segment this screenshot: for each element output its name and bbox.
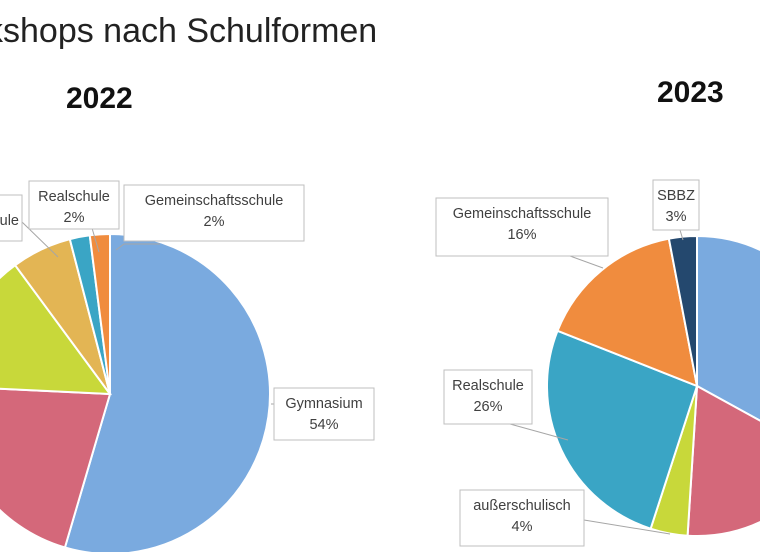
chart-title-2022: 2022: [66, 82, 133, 115]
pie-chart-2022: [0, 232, 271, 552]
pie-chart-2023: [546, 234, 760, 537]
pie-slice: [667, 234, 698, 387]
data-label-category: Realschule: [38, 189, 110, 205]
pie-slice: [0, 263, 113, 396]
data-label: ule: [0, 194, 59, 258]
leader-line: [21, 221, 59, 258]
label-box: [0, 194, 23, 242]
label-box: [443, 369, 533, 425]
data-label-value: 26%: [473, 399, 502, 415]
data-label-category: außerschulisch: [473, 498, 571, 514]
pie-slice: [63, 232, 271, 552]
data-label-category: ule: [0, 213, 19, 229]
pie-slice: [88, 232, 111, 395]
data-label: Gymnasium 54%: [271, 387, 375, 441]
data-label-value: 3%: [666, 209, 687, 225]
data-label-category: Gymnasium: [285, 396, 362, 412]
label-box: [123, 184, 305, 242]
label-box: [28, 180, 120, 230]
leader-line: [115, 243, 160, 251]
data-label: Gemeinschaftsschule 16%: [435, 197, 609, 269]
data-label: außerschulisch 4%: [459, 489, 671, 547]
leader-line: [91, 227, 100, 253]
leader-line: [509, 423, 569, 441]
pie-slice: [686, 384, 760, 537]
data-label: Gemeinschaftsschule 2%: [115, 184, 305, 251]
leader-line: [583, 519, 671, 535]
data-label: SBBZ 3%: [652, 179, 700, 241]
leader-line: [569, 255, 604, 269]
pie-slice: [546, 329, 699, 530]
data-label-category: Gemeinschaftsschule: [453, 206, 592, 222]
data-label-category: Realschule: [452, 378, 524, 394]
label-box: [652, 179, 700, 231]
label-box: [459, 489, 585, 547]
data-label-value: 4%: [512, 519, 533, 535]
pie-slice: [696, 234, 760, 422]
data-label-category: SBBZ: [657, 188, 695, 204]
data-label-value: 2%: [64, 210, 85, 226]
data-label: Realschule 2%: [28, 180, 120, 253]
data-label-value: 54%: [309, 417, 338, 433]
pie-slice: [0, 387, 112, 549]
leader-line: [679, 229, 684, 241]
pie-slice: [556, 237, 699, 388]
label-box: [435, 197, 609, 257]
chart-title-2023: 2023: [657, 76, 724, 109]
data-label: Realschule 26%: [443, 369, 569, 441]
data-label-value: 2%: [204, 214, 225, 230]
data-label-value: 16%: [507, 227, 536, 243]
page-title: kshops nach Schulformen: [0, 12, 378, 50]
data-label-category: Gemeinschaftsschule: [145, 193, 284, 209]
label-box: [273, 387, 375, 441]
